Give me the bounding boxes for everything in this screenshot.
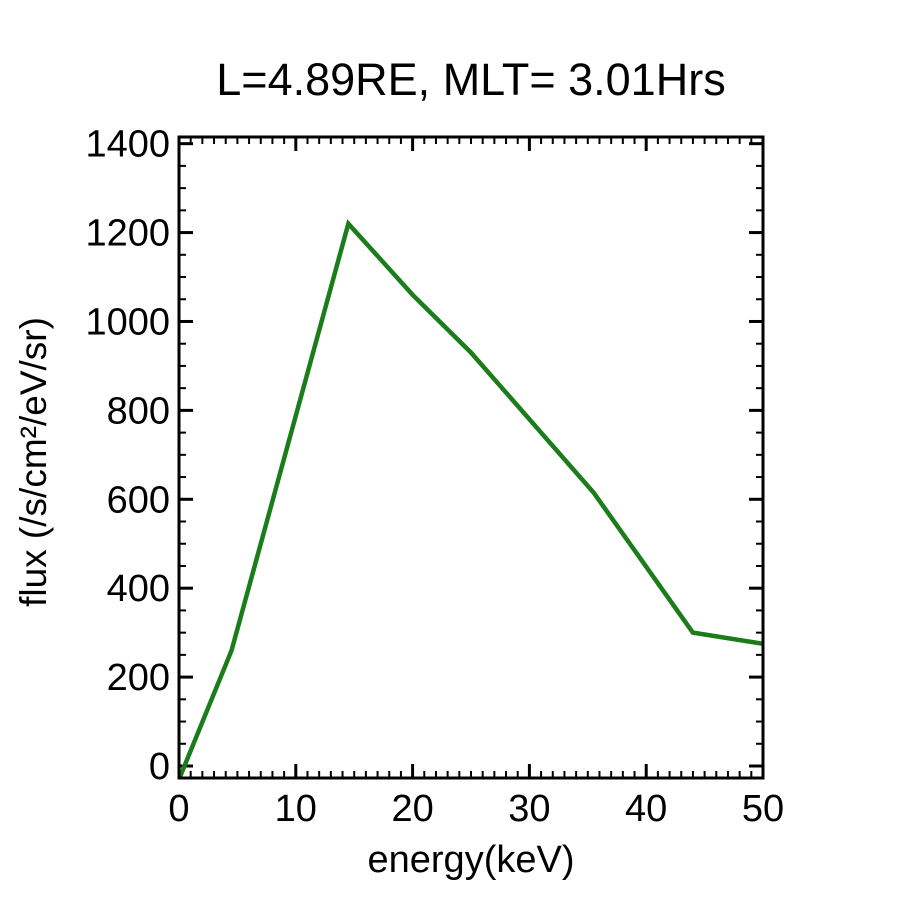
x-tick-label: 50 xyxy=(742,788,784,830)
y-tick-label: 200 xyxy=(107,657,170,699)
x-tick-label: 0 xyxy=(168,788,189,830)
y-tick-label: 400 xyxy=(107,568,170,610)
axis-tick-labels: 0 10 20 30 40 50 0 200 400 600 800 1000 1200 1400 xyxy=(85,124,784,830)
x-tick-label: 20 xyxy=(391,788,433,830)
data-series xyxy=(179,219,763,778)
y-tick-label: 600 xyxy=(107,479,170,521)
y-tick-label: 0 xyxy=(149,746,170,788)
x-tick-label: 10 xyxy=(275,788,317,830)
x-axis-title: energy(keV) xyxy=(368,839,575,881)
plot-frame xyxy=(177,135,765,780)
y-tick-label: 1000 xyxy=(85,301,170,343)
y-tick-label: 1400 xyxy=(85,124,170,166)
chart-title: L=4.89RE, MLT= 3.01Hrs xyxy=(216,54,725,105)
flux-line-electron-flux-spectrum xyxy=(179,219,763,778)
y-tick-label: 1200 xyxy=(85,213,170,255)
y-tick-label: 800 xyxy=(107,390,170,432)
y-axis-title: flux (/s/cm²/eV/sr) xyxy=(13,317,54,607)
x-tick-label: 30 xyxy=(508,788,550,830)
x-tick-label: 40 xyxy=(625,788,667,830)
